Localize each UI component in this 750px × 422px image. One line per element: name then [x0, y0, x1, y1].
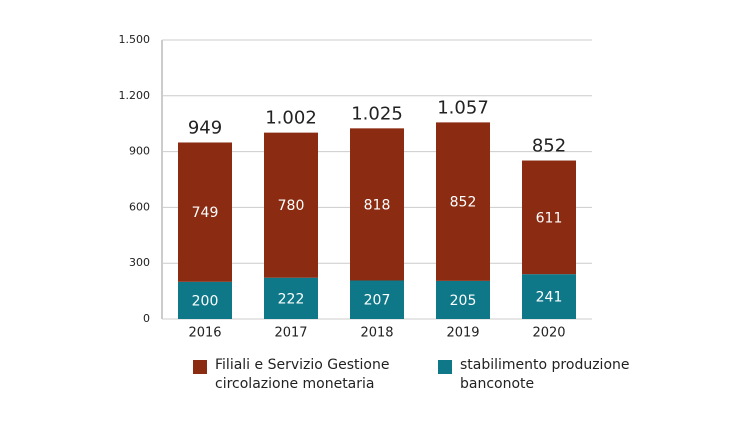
bar-segment [522, 274, 576, 319]
value-label: 611 [536, 210, 563, 226]
y-tick-label: 1.200 [119, 89, 151, 102]
value-label: 222 [278, 291, 305, 307]
legend-item: stabilimento produzione banconote [438, 356, 640, 394]
total-label: 1.025 [351, 103, 403, 124]
bar-segment [522, 160, 576, 275]
bar-segment [350, 128, 404, 281]
bar-segment [264, 277, 318, 319]
bar-segment [264, 132, 318, 278]
y-tick-label: 1.500 [119, 33, 151, 46]
legend-swatch [438, 360, 452, 374]
legend-label: Filiali e Servizio Gestione circolazione… [215, 357, 390, 392]
value-label: 241 [536, 290, 563, 306]
legend-label: stabilimento produzione banconote [460, 357, 630, 392]
y-tick-label: 600 [129, 200, 150, 213]
total-label: 1.002 [265, 108, 317, 129]
value-label: 207 [364, 293, 391, 309]
value-label: 205 [450, 293, 477, 309]
total-label: 852 [532, 136, 566, 157]
value-label: 749 [192, 205, 219, 221]
total-label: 949 [188, 117, 222, 138]
x-tick-label: 2018 [360, 326, 393, 341]
x-tick-label: 2016 [188, 326, 221, 341]
value-label: 818 [364, 197, 391, 213]
value-label: 852 [450, 195, 477, 211]
y-tick-label: 900 [129, 145, 150, 158]
bar-segment [178, 281, 232, 319]
x-tick-label: 2020 [532, 326, 565, 341]
total-label: 1.057 [437, 97, 489, 118]
bar-segment [178, 142, 232, 282]
y-tick-label: 0 [143, 312, 150, 325]
bar-segment [436, 280, 490, 319]
bar-segment [436, 122, 490, 281]
bar-segment [350, 280, 404, 319]
y-tick-label: 300 [129, 256, 150, 269]
value-label: 200 [192, 293, 219, 309]
value-label: 780 [278, 198, 305, 214]
x-tick-label: 2019 [446, 326, 479, 341]
legend-item: Filiali e Servizio Gestione circolazione… [193, 356, 395, 394]
legend-swatch [193, 360, 207, 374]
x-tick-label: 2017 [274, 326, 307, 341]
